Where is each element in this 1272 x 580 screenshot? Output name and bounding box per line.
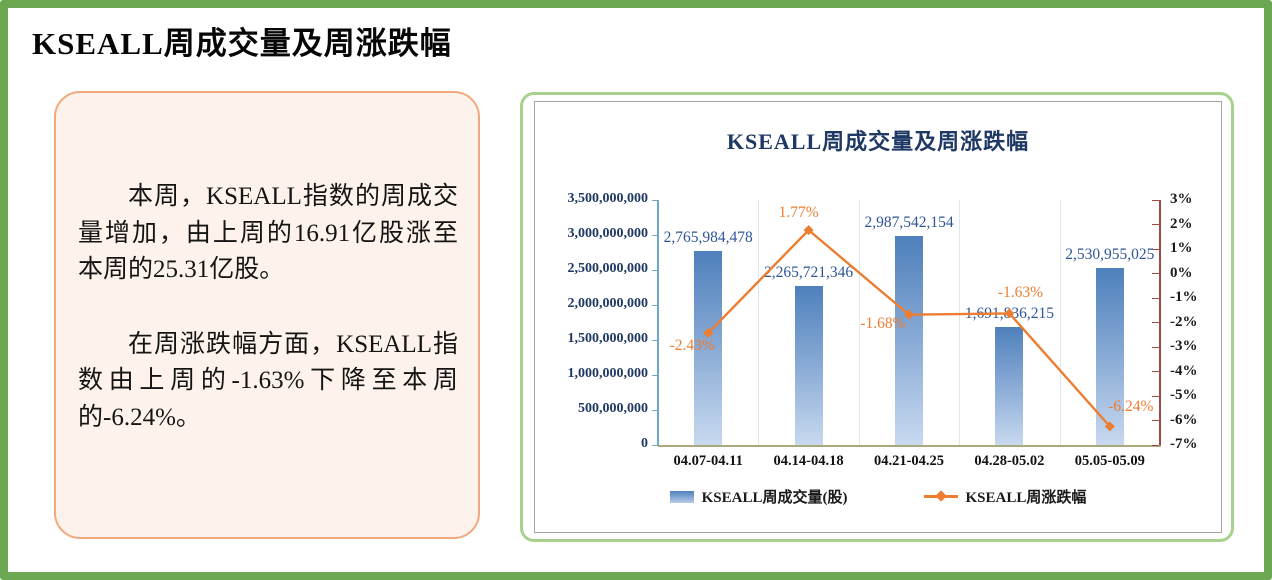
right-axis-tick-label: -7% [1170, 436, 1198, 452]
bar-value-label: 1,691,836,215 [964, 304, 1054, 322]
bar-value-label: 2,987,542,154 [864, 213, 954, 231]
x-axis-category-label: 04.21-04.25 [873, 453, 945, 469]
x-axis-category-label: 05.05-05.09 [1074, 453, 1145, 469]
bar [895, 235, 923, 445]
line-point-label: -2.43% [669, 337, 715, 355]
x-axis-category-label: 04.14-04.18 [773, 453, 844, 469]
bar-value-label: 2,765,984,478 [663, 229, 753, 247]
left-axis-tick [652, 269, 658, 271]
chart-legend: KSEALL周成交量(股) KSEALL周涨跌幅 [535, 486, 1221, 507]
left-axis-tick [652, 304, 658, 306]
line-point-label: -1.63% [997, 284, 1043, 302]
right-axis-tick [1152, 444, 1159, 446]
right-axis-tick [1152, 273, 1159, 274]
bar [1095, 267, 1124, 445]
line-point-label: -6.24% [1108, 398, 1154, 416]
right-axis-tick-label: -3% [1170, 338, 1198, 354]
left-axis-tick [652, 234, 658, 236]
left-axis-tick-label: 2,000,000,000 [567, 296, 649, 311]
left-axis-tick-label: 1,500,000,000 [567, 331, 649, 346]
right-axis-tick [1152, 248, 1159, 250]
summary-paragraph-change: 在周涨跌幅方面，KSEALL指数由上周的-1.63%下降至本周的-6.24%。 [78, 330, 458, 431]
right-axis-tick-label: -1% [1170, 289, 1198, 305]
left-axis-tick-label: 3,500,000,000 [567, 191, 649, 206]
right-axis-tick [1152, 199, 1159, 201]
plot-area: 3,500,000,000 3,000,000,000 2,500,000,000 2… [568, 191, 1198, 469]
right-axis-tick-label: 3% [1170, 191, 1193, 207]
left-axis-tick [652, 374, 658, 376]
chart-title: KSEALL周成交量及周涨跌幅 [726, 129, 1030, 154]
right-axis-tick [1152, 346, 1159, 348]
x-axis-category-label: 04.07-04.11 [673, 453, 743, 469]
right-axis-tick [1152, 322, 1159, 323]
right-axis-tick-label: -4% [1170, 362, 1198, 379]
line-series-marker-icon [923, 490, 958, 502]
bar-value-label: 2,530,955,025 [1065, 245, 1155, 263]
left-axis-tick-label: 0 [641, 436, 648, 451]
bar [794, 286, 823, 445]
summary-box: 本周，KSEALL指数的周成交量增加，由上周的16.91亿股涨至本周的25.31… [54, 91, 480, 539]
left-axis-tick-label: 1,000,000,000 [567, 366, 649, 381]
line-point-diamond-icon [803, 225, 814, 236]
right-axis-tick-label: -2% [1170, 313, 1198, 330]
x-axis-category-label: 04.28-05.02 [974, 453, 1045, 469]
left-axis-tick [652, 444, 658, 446]
right-axis-tick-label: 1% [1170, 240, 1193, 256]
right-axis-tick [1152, 224, 1159, 225]
chart-frame: KSEALL周成交量及周涨跌幅 3,500,000,000 3,000,000,0… [534, 101, 1222, 533]
left-axis-line [657, 200, 659, 446]
legend-label-change: KSEALL周涨跌幅 [965, 490, 1087, 506]
bar [995, 326, 1024, 445]
right-axis-tick-label: 0% [1170, 264, 1193, 281]
chart-panel: KSEALL周成交量及周涨跌幅 3,500,000,000 3,000,000,0… [520, 92, 1234, 542]
legend-item-volume: KSEALL周成交量(股) [669, 486, 848, 507]
right-axis-tick [1152, 297, 1159, 299]
page-title: KSEALL周成交量及周涨跌幅 [32, 26, 452, 61]
summary-paragraph-volume: 本周，KSEALL指数的周成交量增加，由上周的16.91亿股涨至本周的25.31… [78, 183, 458, 283]
bar-value-label: 2,265,721,346 [764, 264, 854, 282]
x-axis-line [658, 445, 1161, 447]
right-axis-tick [1152, 420, 1159, 421]
right-axis-tick-label: -6% [1170, 411, 1198, 428]
left-axis-tick-label: 3,000,000,000 [567, 226, 649, 241]
left-axis-tick-label: 2,500,000,000 [567, 261, 649, 276]
right-axis-tick-label: -5% [1170, 387, 1198, 403]
bar-series-swatch-icon [669, 490, 694, 503]
right-axis-tick [1152, 371, 1159, 372]
left-axis-tick-label: 500,000,000 [578, 401, 648, 416]
right-axis-tick-label: 2% [1170, 215, 1193, 232]
right-axis-tick [1152, 395, 1159, 397]
legend-label-volume: KSEALL周成交量(股) [701, 490, 848, 506]
left-axis-tick [652, 339, 658, 341]
right-axis-line [1159, 200, 1161, 446]
left-axis-tick [652, 409, 658, 411]
line-point-label: 1.77% [778, 204, 819, 222]
legend-item-change: KSEALL周涨跌幅 [923, 486, 1087, 507]
line-point-label: -1.68% [860, 314, 906, 332]
left-axis-tick [652, 199, 658, 201]
